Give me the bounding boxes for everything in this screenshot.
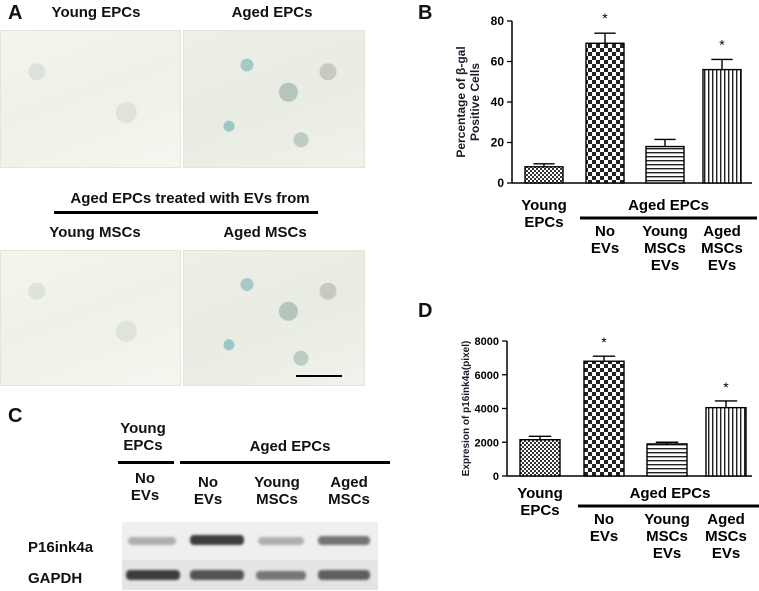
x-label: Aged MSCs EVs [701,223,743,274]
svg-text:Positive Cells: Positive Cells [468,63,482,141]
x-label: Young MSCs EVs [644,511,690,562]
micrograph-aged-epcs [183,30,365,168]
panel-d-letter: D [418,300,433,322]
svg-text:Expresion of p16ink4a(pixel): Expresion of p16ink4a(pixel) [461,341,472,477]
y-axis-label: Expresion of p16ink4a(pixel) [461,341,472,477]
blot-lane-label-4: Aged MSCs [328,474,370,508]
blot-band-gapdh-lane-2 [190,570,244,580]
x-label: Young EPCs [517,485,563,519]
panel-b-letter: B [418,2,433,24]
blot-lane-label-1: No EVs [130,470,160,504]
x-label: Aged MSCs EVs [705,511,747,562]
significance-marker: * [719,36,725,52]
significance-marker: * [723,379,729,395]
bar [705,406,747,477]
micrograph-label-aged-epcs: Aged EPCs [231,4,313,21]
blot-band-p16-lane-4 [318,536,370,545]
y-tick-label: 20 [491,136,505,150]
chart-beta-gal-percentage: 0 20 40 60 80 Percentage of β-gal Positive Cel… [454,10,757,274]
bar [702,68,742,184]
y-tick-label: 6000 [475,370,499,382]
blot-band-p16-lane-3 [258,537,304,545]
blot-lane-label-2: No EVs [193,474,223,508]
panel-c-letter: C [8,405,23,427]
blot-group-aged-epcs: Aged EPCs [249,438,331,455]
micrograph-aged-mscs-evs [183,250,365,386]
treated-heading-rule [54,211,318,214]
treated-heading: Aged EPCs treated with EVs from [70,190,310,207]
bar [585,42,625,184]
blot-group-aged-rule [180,461,390,464]
x-label: No EVs [591,223,619,257]
bar [646,443,688,477]
bar [519,439,561,477]
micrograph-label-aged-mscs: Aged MSCs [223,224,307,241]
bar [645,145,685,184]
panel-a-letter: A [8,2,23,24]
y-tick-label: 2000 [475,437,499,449]
blot-row-label-gapdh: GAPDH [28,570,83,587]
y-tick-label: 4000 [475,404,499,416]
blot-row-label-p16: P16ink4a [28,539,94,556]
y-tick-label: 40 [491,95,505,109]
x-label: Young EPCs [521,197,567,231]
y-tick-label: 8000 [475,336,499,348]
blot-band-gapdh-lane-1 [126,570,180,580]
micrograph-young-epcs [0,30,181,168]
significance-marker: * [601,334,607,350]
svg-text:Percentage of β-gal: Percentage of β-gal [454,46,468,157]
x-group-label: Aged EPCs [628,197,709,214]
x-label: No EVs [590,511,618,545]
micrograph-young-mscs-evs [0,250,181,386]
y-tick-label: 60 [491,55,505,69]
micrograph-label-young-mscs: Young MSCs [49,224,141,241]
blot-band-gapdh-lane-4 [318,570,370,580]
blot-group-young-epcs: Young EPCs [120,420,166,454]
blot-group-young-rule [118,461,174,464]
blot-lane-label-3: Young MSCs [254,474,300,508]
x-group-label: Aged EPCs [630,485,711,502]
y-tick-label: 80 [491,14,505,28]
bar [583,360,625,477]
y-tick-label: 0 [493,471,499,483]
significance-marker: * [602,10,608,26]
y-tick-label: 0 [497,176,504,190]
y-axis-label: Percentage of β-gal Positive Cells [454,46,482,157]
bar [524,166,564,184]
blot-band-gapdh-lane-3 [256,571,306,580]
scale-bar [296,375,342,377]
micrograph-label-young-epcs: Young EPCs [51,4,141,21]
blot-band-p16-lane-1 [128,537,176,545]
blot-band-p16-lane-2 [190,535,244,545]
x-label: Young MSCs EVs [642,223,688,274]
